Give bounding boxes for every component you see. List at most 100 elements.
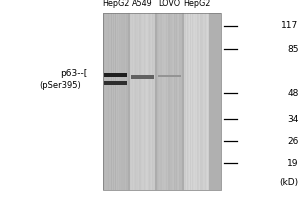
Bar [176, 13, 177, 190]
Bar [112, 13, 113, 190]
Bar [195, 13, 196, 190]
Bar [191, 13, 192, 190]
Bar [116, 13, 117, 190]
Text: LOVO: LOVO [158, 0, 181, 8]
Bar [174, 13, 175, 190]
Bar [152, 13, 153, 190]
Bar [122, 13, 123, 190]
Bar [147, 13, 148, 190]
Bar [103, 13, 220, 190]
Bar [130, 13, 155, 190]
Text: (kD): (kD) [279, 178, 298, 186]
Text: 85: 85 [287, 45, 298, 53]
Bar [138, 13, 139, 190]
Bar [104, 81, 127, 85]
Bar [120, 13, 121, 190]
Bar [123, 13, 124, 190]
Bar [127, 13, 128, 190]
Bar [114, 13, 115, 190]
Bar [109, 13, 110, 190]
Bar [160, 13, 161, 190]
Bar [111, 13, 112, 190]
Bar [115, 13, 116, 190]
Bar [193, 13, 194, 190]
Bar [207, 13, 208, 190]
Bar [199, 13, 200, 190]
Bar [181, 13, 182, 190]
Bar [163, 13, 164, 190]
Bar [168, 13, 169, 190]
Bar [104, 13, 105, 190]
Bar [205, 13, 206, 190]
Bar [145, 13, 146, 190]
Bar [177, 13, 178, 190]
Bar [103, 13, 128, 190]
Bar [119, 13, 120, 190]
Bar [179, 13, 180, 190]
Bar [105, 13, 106, 190]
Bar [169, 13, 170, 190]
Bar [135, 13, 136, 190]
Text: 117: 117 [281, 21, 298, 30]
Bar [187, 13, 188, 190]
Bar [196, 13, 197, 190]
Bar [188, 13, 189, 190]
Bar [158, 13, 159, 190]
Bar [146, 13, 147, 190]
Bar [124, 13, 125, 190]
Bar [185, 13, 186, 190]
Bar [157, 13, 182, 190]
Bar [150, 13, 151, 190]
Bar [104, 73, 127, 77]
Bar [139, 13, 140, 190]
Bar [184, 13, 185, 190]
Bar [140, 13, 141, 190]
Text: p63--[: p63--[ [60, 68, 87, 77]
Bar [164, 13, 165, 190]
Bar [132, 13, 133, 190]
Bar [200, 13, 201, 190]
Bar [206, 13, 207, 190]
Bar [117, 13, 118, 190]
Bar [202, 13, 203, 190]
Bar [106, 13, 107, 190]
Bar [142, 13, 143, 190]
Bar [162, 13, 163, 190]
Bar [173, 13, 174, 190]
Bar [192, 13, 193, 190]
Bar [107, 13, 108, 190]
Bar [108, 13, 109, 190]
Text: HepG2: HepG2 [102, 0, 129, 8]
Bar [136, 13, 137, 190]
Bar [167, 13, 168, 190]
Bar [194, 13, 195, 190]
Bar [126, 13, 127, 190]
Bar [103, 13, 104, 190]
Bar [134, 13, 135, 190]
Bar [143, 13, 144, 190]
Bar [184, 13, 209, 190]
Bar [189, 13, 190, 190]
Bar [190, 13, 191, 190]
Bar [170, 13, 171, 190]
Bar [149, 13, 150, 190]
Text: 34: 34 [287, 114, 298, 123]
Text: 19: 19 [287, 158, 298, 168]
Bar [130, 13, 131, 190]
Bar [171, 13, 172, 190]
Bar [144, 13, 145, 190]
Bar [110, 13, 111, 190]
Bar [131, 75, 154, 79]
Bar [154, 13, 155, 190]
Text: 48: 48 [287, 88, 298, 98]
Bar [178, 13, 179, 190]
Bar [165, 13, 166, 190]
Bar [161, 13, 162, 190]
Bar [180, 13, 181, 190]
Bar [125, 13, 126, 190]
Bar [153, 13, 154, 190]
Bar [198, 13, 199, 190]
Bar [203, 13, 204, 190]
Bar [133, 13, 134, 190]
Bar [118, 13, 119, 190]
